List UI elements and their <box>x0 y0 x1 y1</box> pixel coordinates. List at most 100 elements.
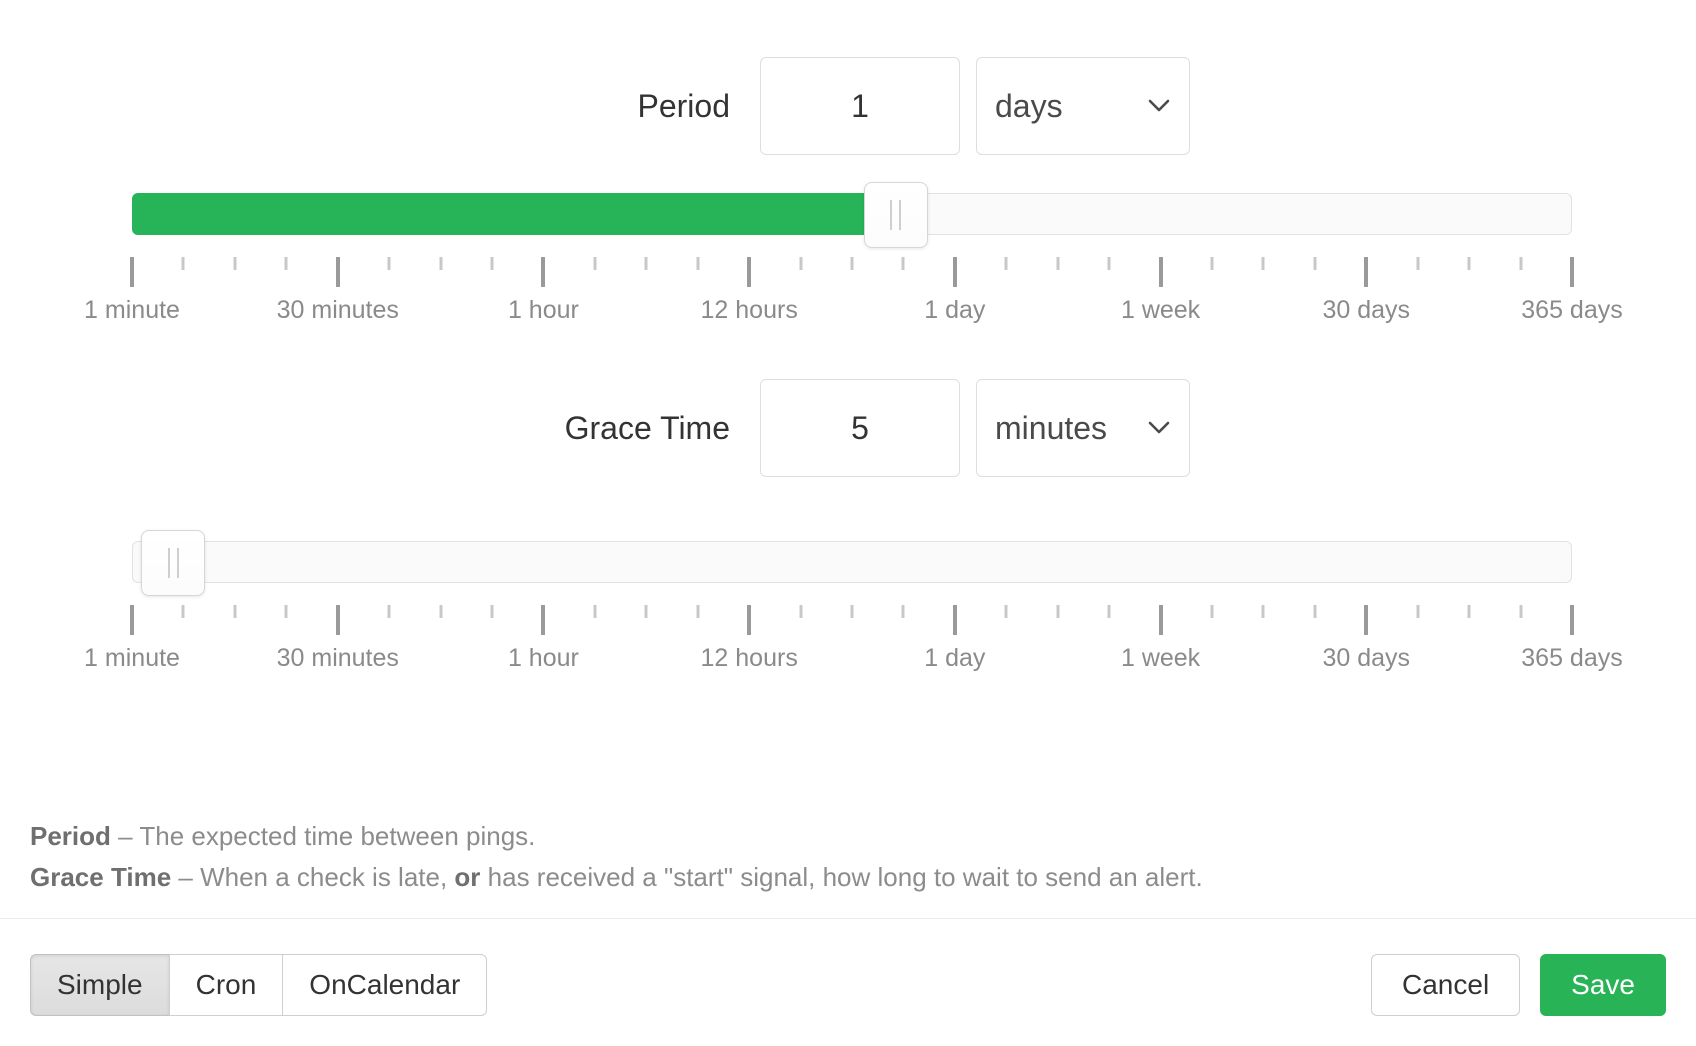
help-text-grace-1: – When a check is late, <box>171 862 455 892</box>
footer-action-buttons: Cancel Save <box>1371 954 1666 1016</box>
tick-minor <box>439 257 443 270</box>
tick-label: 12 hours <box>700 296 798 324</box>
tick-minor <box>1313 257 1317 270</box>
tick-major <box>747 257 752 287</box>
tick-minor <box>1313 605 1317 618</box>
grace-time-label: Grace Time <box>564 410 730 446</box>
tick-minor <box>1056 257 1060 270</box>
tick-minor <box>1416 257 1420 270</box>
tick-minor <box>1519 605 1523 618</box>
tick-major <box>335 257 340 287</box>
period-unit-select-wrap[interactable]: minuteshoursdaysweeks <box>976 57 1190 155</box>
help-description: Period – The expected time between pings… <box>30 816 1203 898</box>
tick-major <box>1570 605 1574 635</box>
tick-label: 1 hour <box>507 644 579 672</box>
tick-minor <box>284 605 288 618</box>
tick-minor <box>1056 605 1060 618</box>
tick-minor <box>901 605 905 618</box>
tick-minor <box>181 605 185 618</box>
tick-minor <box>233 605 237 618</box>
tick-minor <box>593 257 597 270</box>
tick-major <box>130 257 134 287</box>
tick-major <box>1364 257 1369 287</box>
period-tick-ruler <box>130 257 1574 287</box>
tick-minor <box>644 605 648 618</box>
grace-tick-ruler <box>130 605 1574 635</box>
tick-minor <box>1519 257 1523 270</box>
mode-button-cron[interactable]: Cron <box>168 954 283 1016</box>
tick-minor <box>1467 257 1471 270</box>
grip-line-icon <box>176 548 179 578</box>
schedule-editor-body: Period minuteshoursdaysweeks 1 minute 30 … <box>0 57 1623 898</box>
tick-label: 30 days <box>1322 644 1410 672</box>
grace-time-value-input[interactable] <box>760 379 960 477</box>
grace-tick-labels: 1 minute 30 minutes 1 hour 12 hours 1 day 1 w… <box>84 641 1623 675</box>
period-field-row: Period minuteshoursdaysweeks <box>0 57 1190 155</box>
help-line-grace: Grace Time – When a check is late, or ha… <box>30 857 1203 898</box>
tick-minor <box>1004 605 1008 618</box>
grip-line-icon <box>890 200 893 230</box>
tick-minor <box>850 605 854 618</box>
grace-slider-track[interactable] <box>132 530 1572 596</box>
mode-button-simple[interactable]: Simple <box>30 954 169 1016</box>
help-text-period: – The expected time between pings. <box>110 821 536 851</box>
tick-minor <box>1416 605 1420 618</box>
tick-minor <box>1261 605 1265 618</box>
period-slider-handle[interactable] <box>863 182 928 248</box>
tick-minor <box>799 257 803 270</box>
help-term-period: Period <box>30 821 111 851</box>
tick-minor <box>181 257 185 270</box>
period-value-input[interactable] <box>760 57 960 155</box>
grace-slider-block: 1 minute 30 minutes 1 hour 12 hours 1 day 1 w… <box>84 530 1623 675</box>
grace-unit-select-wrap[interactable]: minuteshoursdaysweeks <box>976 379 1190 477</box>
tick-minor <box>1107 257 1111 270</box>
tick-minor <box>387 257 391 270</box>
tick-minor <box>284 257 288 270</box>
tick-major <box>747 605 752 635</box>
tick-label: 12 hours <box>700 644 798 672</box>
tick-minor <box>593 605 597 618</box>
tick-minor <box>387 605 391 618</box>
tick-label: 1 minute <box>84 296 180 324</box>
period-tick-labels: 1 minute 30 minutes 1 hour 12 hours 1 day 1 w… <box>84 293 1623 327</box>
tick-minor <box>1107 605 1111 618</box>
help-term-grace: Grace Time <box>30 862 172 892</box>
period-label: Period <box>637 88 731 124</box>
tick-major <box>1570 257 1574 287</box>
tick-major <box>1158 257 1163 287</box>
grip-line-icon <box>899 200 902 230</box>
tick-label: 365 days <box>1521 644 1623 672</box>
tick-minor <box>1210 605 1214 618</box>
help-line-period: Period – The expected time between pings… <box>30 816 1203 857</box>
cancel-button[interactable]: Cancel <box>1371 954 1521 1016</box>
tick-label: 1 hour <box>507 296 579 324</box>
tick-minor <box>233 257 237 270</box>
tick-label: 1 week <box>1120 296 1201 324</box>
mode-button-oncalendar[interactable]: OnCalendar <box>282 954 488 1016</box>
tick-major <box>541 605 546 635</box>
help-text-grace-2: has received a "start" signal, how long … <box>480 862 1203 892</box>
grip-line-icon <box>167 548 170 578</box>
tick-minor <box>1467 605 1471 618</box>
tick-minor <box>439 605 443 618</box>
schedule-mode-button-group: Simple Cron OnCalendar <box>30 954 488 1016</box>
tick-minor <box>490 257 494 270</box>
save-button[interactable]: Save <box>1540 954 1666 1016</box>
tick-label: 1 minute <box>84 644 180 672</box>
tick-minor <box>901 257 905 270</box>
tick-major <box>130 605 134 635</box>
tick-label: 1 day <box>924 644 986 672</box>
grace-unit-select[interactable]: minuteshoursdaysweeks <box>976 379 1190 477</box>
tick-minor <box>696 257 700 270</box>
tick-label: 1 day <box>924 296 986 324</box>
period-slider-track[interactable] <box>132 182 1572 248</box>
grace-slider-handle[interactable] <box>141 530 206 596</box>
tick-major <box>1158 605 1163 635</box>
tick-label: 365 days <box>1521 296 1623 324</box>
tick-label: 30 minutes <box>276 296 399 324</box>
tick-major <box>335 605 340 635</box>
period-unit-select[interactable]: minuteshoursdaysweeks <box>976 57 1190 155</box>
period-slider-fill <box>132 193 898 235</box>
tick-major <box>952 605 957 635</box>
tick-major <box>541 257 546 287</box>
